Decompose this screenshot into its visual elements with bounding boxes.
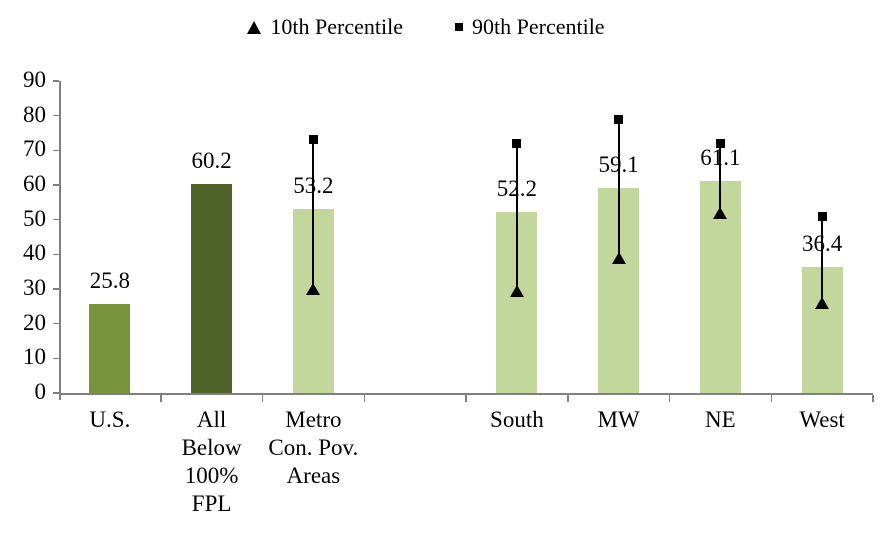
y-axis-line bbox=[59, 81, 61, 400]
bar-value-label: 25.8 bbox=[89, 267, 130, 293]
y-tick-label: 60 bbox=[23, 171, 46, 196]
p10-marker-icon bbox=[611, 251, 626, 264]
y-tick-label: 90 bbox=[23, 67, 46, 92]
y-tick-label: 20 bbox=[23, 309, 46, 335]
y-tick bbox=[53, 114, 59, 117]
bar-value-label: 60.2 bbox=[191, 148, 232, 174]
y-tick bbox=[53, 184, 59, 186]
error-bar-line bbox=[312, 139, 315, 289]
legend-label: 90th Percentile bbox=[472, 14, 605, 39]
x-tick bbox=[770, 395, 772, 402]
category-label: All Below 100% FPL bbox=[181, 407, 242, 516]
bar bbox=[89, 303, 131, 393]
x-tick bbox=[363, 395, 365, 402]
bar bbox=[191, 184, 233, 393]
p10-marker-icon bbox=[509, 284, 524, 297]
square-marker-icon bbox=[455, 23, 463, 31]
x-tick bbox=[465, 395, 467, 402]
x-axis-line bbox=[59, 393, 873, 395]
x-tick bbox=[668, 395, 671, 402]
legend-item-90th-percentile: 90th Percentile bbox=[455, 14, 605, 40]
y-tick bbox=[53, 392, 59, 394]
legend-item-10th-percentile: 10th Percentile bbox=[247, 14, 403, 40]
y-tick-label: 10 bbox=[23, 344, 46, 370]
category-label: NE bbox=[705, 407, 736, 432]
y-tick-label: 40 bbox=[23, 240, 46, 266]
p90-marker-icon bbox=[614, 114, 624, 124]
category-label: MW bbox=[597, 407, 640, 432]
y-tick-label: 80 bbox=[23, 101, 46, 127]
category-label: West bbox=[799, 407, 845, 432]
category-label: U.S. bbox=[89, 407, 131, 432]
p10-marker-icon bbox=[306, 283, 321, 295]
p90-marker-icon bbox=[715, 138, 725, 148]
error-bar-line bbox=[719, 143, 722, 213]
x-tick bbox=[160, 395, 162, 402]
y-tick-label: 50 bbox=[23, 205, 46, 231]
category-label: Metro Con. Pov. Areas bbox=[268, 407, 359, 488]
category-label: South bbox=[490, 407, 544, 432]
x-tick bbox=[261, 395, 264, 402]
y-tick bbox=[53, 322, 59, 325]
p90-marker-icon bbox=[512, 138, 522, 148]
y-tick-label: 30 bbox=[23, 275, 46, 300]
y-tick-label: 0 bbox=[34, 379, 47, 404]
error-bar-line bbox=[515, 143, 518, 291]
y-tick bbox=[53, 253, 59, 256]
error-bar-line bbox=[617, 119, 620, 258]
chart-legend: 10th Percentile 90th Percentile bbox=[0, 14, 896, 40]
triangle-marker-icon bbox=[247, 20, 262, 34]
y-tick bbox=[53, 218, 59, 221]
y-tick-label: 70 bbox=[23, 136, 46, 162]
x-tick bbox=[872, 395, 874, 402]
p90-marker-icon bbox=[817, 211, 827, 221]
p10-marker-icon bbox=[713, 206, 728, 219]
p90-marker-icon bbox=[308, 135, 318, 145]
y-tick bbox=[53, 288, 59, 290]
y-tick bbox=[53, 80, 59, 82]
y-tick bbox=[53, 149, 59, 152]
x-tick bbox=[567, 395, 569, 402]
p10-marker-icon bbox=[815, 296, 830, 309]
y-tick bbox=[53, 357, 59, 360]
error-bar-line bbox=[821, 216, 824, 303]
legend-label: 10th Percentile bbox=[270, 14, 403, 39]
